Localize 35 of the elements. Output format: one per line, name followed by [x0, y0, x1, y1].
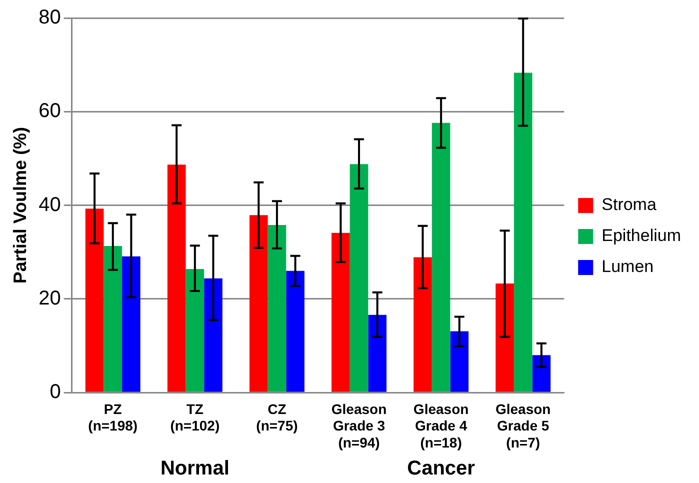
- bar: [350, 164, 368, 392]
- bar: [532, 355, 551, 392]
- y-axis-title: Partial Voulme (%): [10, 126, 30, 284]
- bar: [432, 122, 450, 392]
- text: Normal: [160, 458, 230, 480]
- y-tick-label: 80: [38, 6, 61, 29]
- bar: [514, 72, 532, 392]
- bar: [496, 284, 514, 392]
- bar: [104, 246, 122, 392]
- bar: [368, 314, 386, 392]
- bar: [85, 208, 104, 392]
- bar: [249, 215, 268, 392]
- text: Cancer: [407, 458, 476, 480]
- bar: [186, 268, 204, 392]
- x-tick-label: Gleason Grade 4 (n=18): [413, 400, 469, 450]
- legend-label: Epithelium: [602, 226, 682, 246]
- bar: [167, 164, 186, 392]
- legend-label: Stroma: [602, 195, 657, 214]
- x-tick-label: TZ (n=102): [170, 400, 220, 434]
- x-tick-label: Gleason Grade 3 (n=94): [331, 400, 387, 450]
- y-tick-label: 0: [50, 381, 61, 404]
- y-tick-label: 60: [38, 100, 61, 122]
- bar: [204, 278, 222, 392]
- x-tick-label: PZ (n=198): [88, 400, 138, 434]
- y-tick-label: 40: [38, 194, 61, 216]
- legend-label: Lumen: [602, 257, 654, 276]
- x-tick-label: Gleason Grade 5 (n=7): [495, 400, 551, 450]
- bar: [286, 270, 304, 392]
- bar: [332, 232, 350, 392]
- y-tick-label: 20: [38, 287, 61, 310]
- bar: [268, 224, 286, 392]
- x-tick-label: CZ (n=75): [256, 400, 298, 434]
- bar: [122, 256, 140, 392]
- bar: [414, 257, 432, 392]
- bar: [450, 331, 469, 392]
